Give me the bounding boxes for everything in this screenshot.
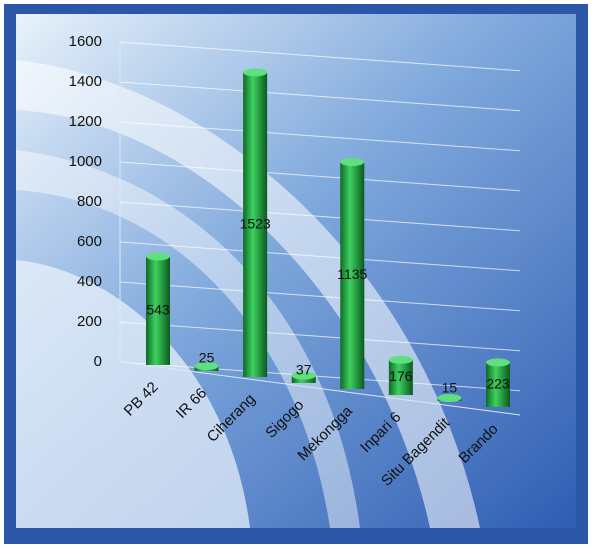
grid-line (119, 361, 521, 392)
bar-top (291, 371, 316, 380)
grid-line (119, 121, 521, 152)
data-label: 25 (199, 350, 215, 366)
y-tick-label: 1400 (69, 73, 102, 90)
bar (146, 256, 170, 365)
y-tick-label: 400 (77, 273, 102, 290)
data-label: 37 (296, 362, 312, 378)
bar-top (194, 362, 219, 370)
bar (486, 362, 510, 407)
bar (340, 162, 365, 389)
y-tick-label: 0 (94, 353, 102, 370)
bar-top (340, 158, 365, 166)
grid-line (119, 81, 521, 112)
grid-line (119, 161, 521, 192)
data-label: 176 (389, 368, 413, 384)
bar-top (388, 355, 413, 364)
grid-line (119, 201, 521, 232)
data-label: 15 (442, 380, 458, 396)
data-label: 543 (146, 301, 170, 317)
bar-top (146, 252, 170, 261)
bar (388, 359, 413, 395)
bar-top (243, 68, 268, 77)
y-tick-label: 1600 (69, 33, 102, 50)
y-tick-label: 1200 (69, 113, 102, 130)
x-axis (119, 361, 521, 416)
bar (243, 72, 268, 378)
y-tick-label: 800 (77, 193, 102, 210)
bar-top (486, 358, 510, 367)
grid-line (119, 41, 521, 72)
grid-line (119, 321, 521, 352)
swoosh (16, 260, 250, 528)
swoosh (16, 150, 360, 528)
data-label: 1135 (337, 266, 367, 282)
grid-line (119, 241, 521, 272)
y-tick-label: 600 (77, 233, 102, 250)
bar-top (437, 394, 462, 402)
grid-line (119, 281, 521, 312)
y-tick-label: 200 (77, 313, 102, 330)
data-label: 223 (486, 375, 510, 391)
swoosh (16, 60, 480, 528)
y-tick-label: 1000 (69, 153, 102, 170)
data-label: 1523 (240, 215, 271, 231)
